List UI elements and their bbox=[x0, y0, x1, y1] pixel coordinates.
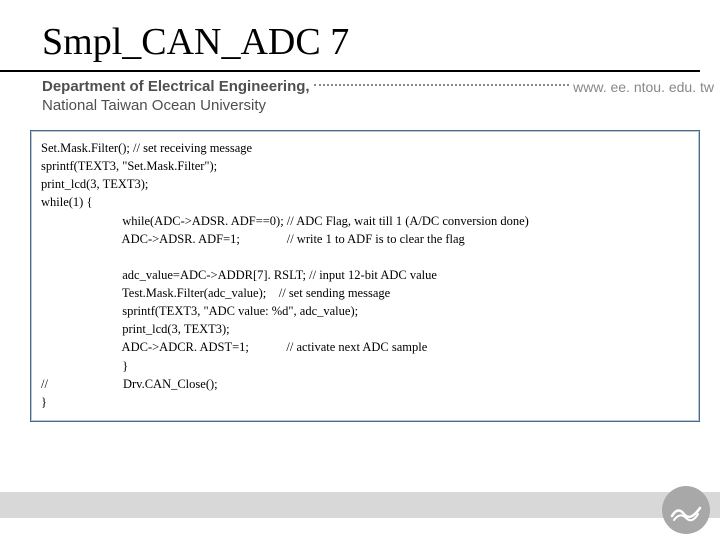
header-row: Department of Electrical Engineering, ww… bbox=[0, 72, 720, 97]
dotted-separator bbox=[314, 84, 570, 86]
site-url: www. ee. ntou. edu. tw bbox=[573, 79, 720, 95]
code-block: Set.Mask.Filter(); // set receiving mess… bbox=[30, 130, 700, 422]
footer-bar bbox=[0, 492, 720, 518]
department-label: Department of Electrical Engineering, bbox=[42, 78, 310, 95]
university-label: National Taiwan Ocean University bbox=[0, 97, 720, 124]
slide-title: Smpl_CAN_ADC 7 bbox=[0, 0, 700, 72]
wave-icon bbox=[670, 494, 702, 526]
logo-badge bbox=[662, 486, 710, 534]
